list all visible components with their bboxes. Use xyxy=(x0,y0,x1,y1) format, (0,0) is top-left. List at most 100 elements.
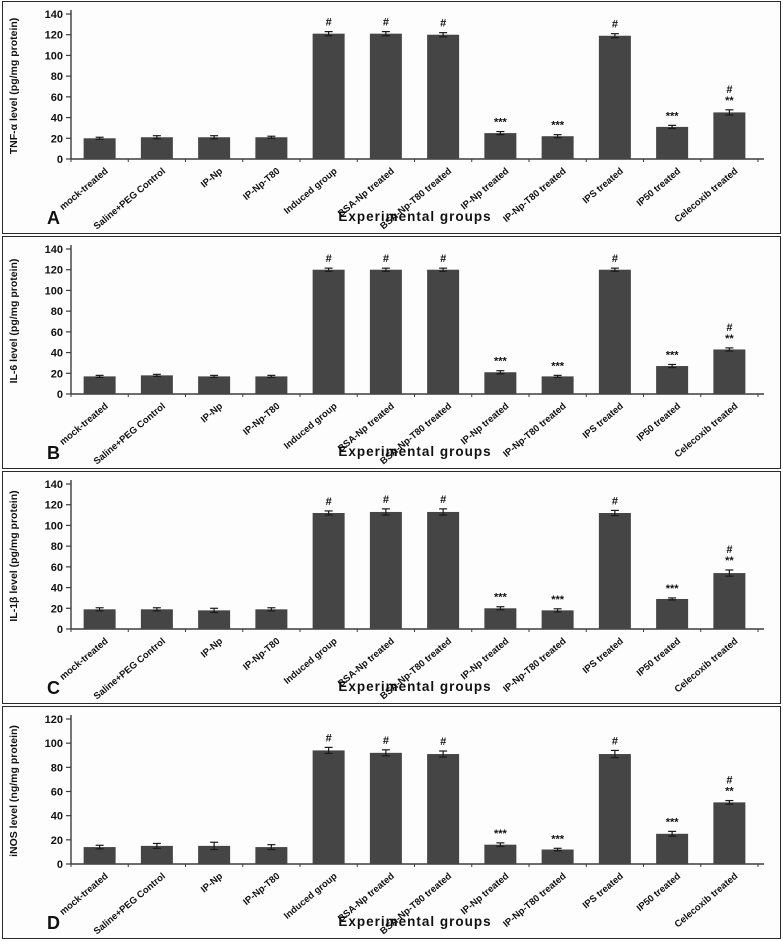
x-tick-label: mock-treated xyxy=(58,636,111,683)
panel-a: TNF-α level (pg/mg protein) Experimental… xyxy=(2,1,781,234)
significance-annotation: *** xyxy=(494,117,508,129)
significance-annotation: # xyxy=(326,496,332,508)
y-tick-label: 20 xyxy=(51,368,63,380)
x-tick-label: Celecoxib treated xyxy=(673,636,741,695)
bar xyxy=(83,138,116,159)
x-tick-label: IP-Np-T80 xyxy=(241,166,282,203)
significance-annotation: # xyxy=(612,735,618,747)
bar xyxy=(198,376,231,394)
x-tick-label: Induced group xyxy=(282,166,340,217)
chart-b-il6: IL-6 level (pg/mg protein) Experimental … xyxy=(8,244,764,466)
y-tick-label: 120 xyxy=(45,30,63,42)
x-tick-label: IP-Np-T80 treated xyxy=(501,871,568,930)
panel-letter: B xyxy=(47,443,60,463)
bar xyxy=(713,573,746,629)
panel-d: iNOS level (ng/mg protein) Experimental … xyxy=(2,706,781,939)
panel-c: IL-1β level (pg/mg protein) Experimental… xyxy=(2,471,781,704)
significance-annotation: # xyxy=(726,84,732,96)
significance-annotation: *** xyxy=(666,110,680,122)
x-tick-label: IP50 treated xyxy=(635,401,683,444)
significance-annotation: # xyxy=(440,736,446,748)
bar xyxy=(255,609,288,629)
bar xyxy=(427,34,460,159)
bar xyxy=(312,513,345,629)
x-tick-label: IP-Np treated xyxy=(459,871,512,918)
significance-annotation: # xyxy=(726,544,732,556)
bar xyxy=(656,598,689,629)
x-tick-label: mock-treated xyxy=(58,401,111,448)
y-tick-label: 40 xyxy=(51,811,63,823)
bar xyxy=(369,33,402,159)
significance-annotation: *** xyxy=(551,360,565,372)
y-tick-label: 40 xyxy=(51,113,63,125)
x-tick-label: IPS treated xyxy=(581,871,626,911)
x-tick-label: IP-Np-T80 xyxy=(241,871,282,908)
plot-area: 020406080100120140mock-treatedSaline+PEG… xyxy=(45,244,764,466)
chart-d-inos: iNOS level (ng/mg protein) Experimental … xyxy=(8,714,764,936)
x-tick-label: IP-Np xyxy=(199,166,225,190)
y-tick-label: 20 xyxy=(51,603,63,615)
bar xyxy=(255,376,288,394)
significance-annotation: # xyxy=(440,253,446,265)
chart-c-il1-beta: IL-1β level (pg/mg protein) Experimental… xyxy=(8,479,764,701)
x-tick-label: Celecoxib treated xyxy=(673,871,741,930)
bar xyxy=(541,610,574,629)
significance-annotation: *** xyxy=(666,583,680,595)
panel-letter: A xyxy=(47,208,60,228)
y-tick-label: 60 xyxy=(51,787,63,799)
plot-area: 020406080100120140mock-treatedSaline+PEG… xyxy=(45,479,764,701)
bar xyxy=(484,844,517,864)
bar xyxy=(369,511,402,629)
x-tick-label: IP50 treated xyxy=(635,166,683,209)
significance-annotation: *** xyxy=(494,828,508,840)
x-tick-label: Induced group xyxy=(282,401,340,452)
significance-annotation: *** xyxy=(551,120,565,132)
x-axis-title: Experimental groups xyxy=(338,209,491,224)
y-tick-label: 140 xyxy=(45,244,63,256)
x-tick-label: IP50 treated xyxy=(635,871,683,914)
bar xyxy=(255,847,288,864)
chart-a-tnf-alpha: TNF-α level (pg/mg protein) Experimental… xyxy=(8,9,764,231)
y-tick-label: 0 xyxy=(57,859,63,871)
x-tick-label: mock-treated xyxy=(58,166,111,213)
x-tick-label: mock-treated xyxy=(58,871,111,918)
x-tick-label: Induced group xyxy=(282,636,340,687)
y-tick-label: 0 xyxy=(57,389,63,401)
bar xyxy=(140,609,173,629)
y-tick-label: 140 xyxy=(45,479,63,491)
significance-annotation: *** xyxy=(551,833,565,845)
y-axis-title: iNOS level (ng/mg protein) xyxy=(8,725,20,857)
y-tick-label: 80 xyxy=(51,71,63,83)
x-tick-label: IPS treated xyxy=(581,166,626,206)
x-tick-label: IP-Np-T80 xyxy=(241,401,282,438)
y-tick-label: 60 xyxy=(51,562,63,574)
bar xyxy=(598,269,631,394)
bar xyxy=(427,511,460,629)
bar xyxy=(140,137,173,159)
significance-annotation: ** xyxy=(725,786,734,798)
x-tick-label: IP-Np-T80 xyxy=(241,636,282,673)
significance-annotation: *** xyxy=(494,592,508,604)
x-tick-label: IP50 treated xyxy=(635,636,683,679)
bar xyxy=(541,849,574,864)
bar xyxy=(598,513,631,629)
significance-annotation: ** xyxy=(725,333,734,345)
significance-annotation: # xyxy=(383,735,389,747)
x-tick-label: IP-Np treated xyxy=(459,166,512,213)
bar xyxy=(484,372,517,394)
panel-b: IL-6 level (pg/mg protein) Experimental … xyxy=(2,236,781,469)
significance-annotation: # xyxy=(612,19,618,31)
x-tick-label: IP-Np xyxy=(199,871,225,895)
y-tick-label: 20 xyxy=(51,133,63,145)
bar xyxy=(312,269,345,394)
significance-annotation: # xyxy=(326,253,332,265)
bar xyxy=(198,610,231,629)
significance-annotation: ** xyxy=(725,95,734,107)
bar xyxy=(198,137,231,159)
bar xyxy=(656,366,689,394)
bar xyxy=(713,802,746,864)
bar xyxy=(598,754,631,864)
significance-annotation: # xyxy=(383,253,389,265)
bar xyxy=(83,847,116,864)
bar xyxy=(312,750,345,864)
